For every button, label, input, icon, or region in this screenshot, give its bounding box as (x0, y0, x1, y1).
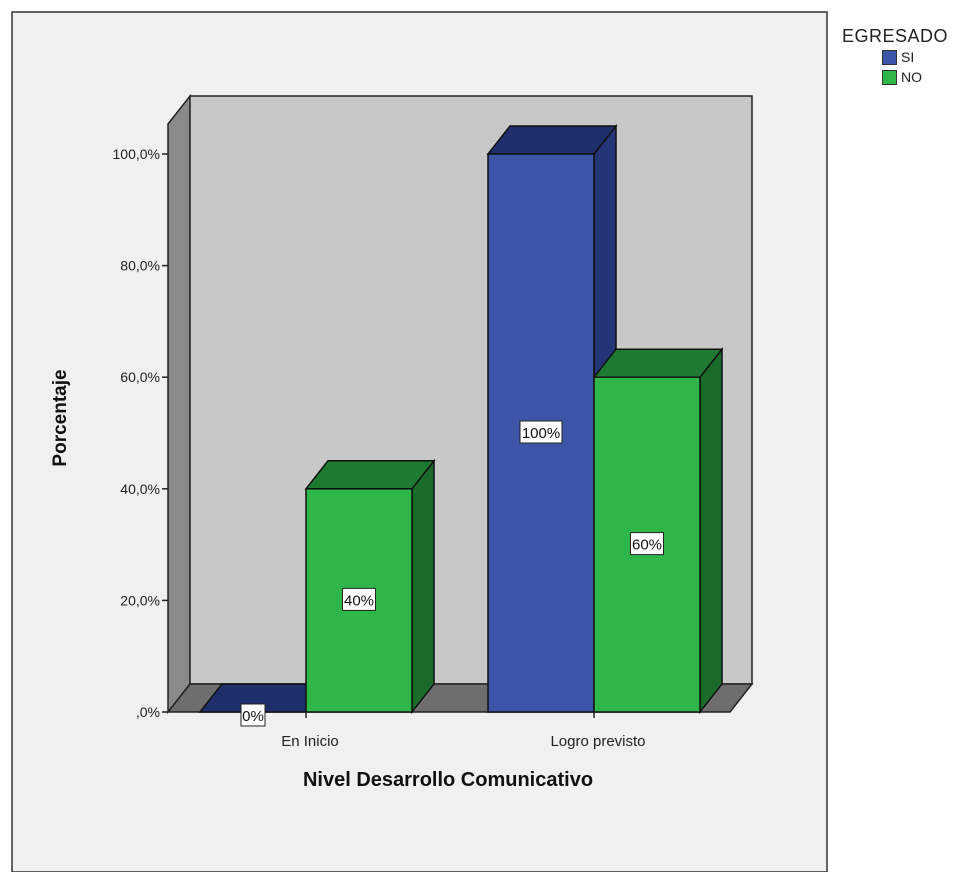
bar-top (486, 125, 618, 155)
x-tick-label: En Inicio (281, 733, 339, 750)
x-tick-label: Logro previsto (550, 733, 645, 750)
data-label: 100% (522, 425, 560, 442)
y-axis-title: Porcentaje (50, 369, 71, 466)
y-tick-label: 40,0% (120, 481, 160, 497)
y-tick-label: 20,0% (120, 592, 160, 608)
data-label-box (240, 703, 266, 727)
data-label: 40% (344, 592, 374, 609)
data-label: 60% (632, 537, 662, 554)
bar (304, 458, 436, 715)
legend-item-si: SI (882, 47, 948, 67)
bar-side (411, 458, 435, 715)
legend-swatch-no (882, 69, 897, 85)
y-tick-label: 100,0% (113, 146, 160, 162)
legend-title: EGRESADO (842, 26, 949, 46)
bar-top (304, 460, 436, 490)
bar (592, 347, 724, 715)
legend-item-no: NO (882, 67, 948, 87)
side-wall (167, 93, 191, 715)
y-axis: ,0% 20,0% 40,0% 60,0% 80,0% 100,0% (113, 146, 168, 720)
y-tick-label: 80,0% (120, 258, 160, 274)
bars: 0% 40% 100% 60% (198, 123, 724, 727)
legend-label-no: NO (901, 69, 922, 85)
data-label-box (519, 420, 563, 444)
y-tick-label: 60,0% (120, 369, 160, 385)
data-label: 0% (242, 708, 264, 725)
legend: EGRESADO SI NO (842, 26, 948, 87)
bar-side (699, 347, 723, 715)
data-label-box (342, 587, 376, 611)
legend-swatch-si (882, 49, 897, 65)
legend-label-si: SI (901, 49, 915, 65)
data-label-box (630, 532, 664, 556)
y-tick-label: ,0% (136, 704, 160, 720)
bar-top (592, 348, 724, 378)
x-axis: En Inicio Logro previsto (281, 712, 646, 750)
x-axis-title: Nivel Desarrollo Comunicativo (303, 769, 593, 791)
